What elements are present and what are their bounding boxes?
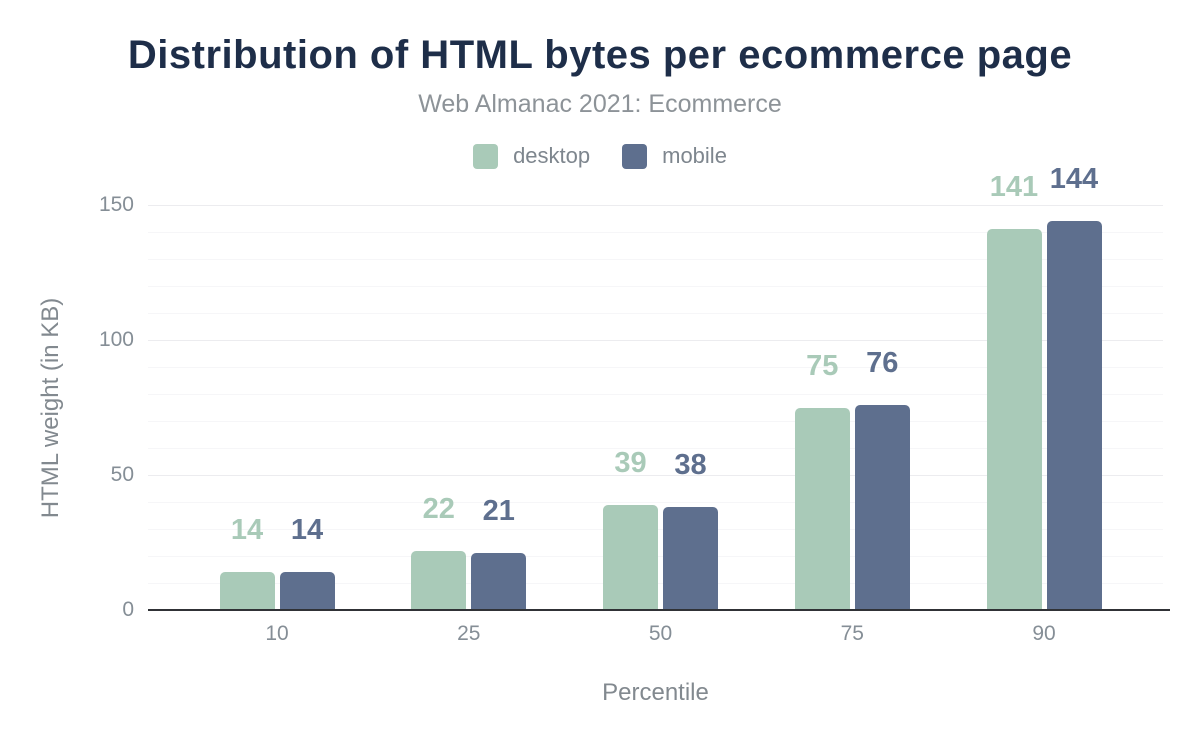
gridline-130 — [148, 259, 1163, 260]
bar-value-label-mobile-p50: 38 — [674, 449, 707, 482]
y-tick-label-100: 100 — [98, 328, 134, 351]
gridline-110 — [148, 313, 1163, 314]
bar-value-label-desktop-p25: 22 — [422, 492, 455, 525]
bar-value-label-mobile-p75: 76 — [866, 346, 899, 379]
bar-desktop-p25 — [411, 550, 467, 610]
x-axis-line — [148, 609, 1170, 611]
gridline-90 — [148, 367, 1163, 368]
x-tick-label-90: 90 — [1032, 622, 1056, 645]
legend-label-desktop: desktop — [513, 143, 591, 168]
x-tick-label-25: 25 — [457, 622, 481, 645]
bar-value-label-mobile-p90: 144 — [1049, 163, 1099, 196]
gridline-140 — [148, 232, 1163, 233]
gridline-150 — [148, 205, 1163, 206]
gridline-60 — [148, 448, 1163, 449]
legend-swatch-mobile — [622, 143, 648, 169]
legend: desktop mobile — [0, 143, 1200, 169]
legend-item-mobile: mobile — [622, 143, 727, 169]
bar-desktop-p75 — [794, 407, 850, 610]
gridline-120 — [148, 286, 1163, 287]
bar-desktop-p90 — [986, 229, 1042, 610]
bar-value-label-mobile-p25: 21 — [482, 495, 515, 528]
chart-title: Distribution of HTML bytes per ecommerce… — [127, 33, 1073, 77]
bar-mobile-p50 — [663, 507, 718, 610]
gridline-50 — [148, 475, 1163, 476]
x-tick-label-50: 50 — [648, 622, 673, 645]
gridline-70 — [148, 421, 1163, 422]
bar-desktop-p10 — [219, 572, 275, 610]
bar-mobile-p75 — [854, 404, 910, 610]
legend-item-desktop: desktop — [473, 143, 590, 169]
bar-value-label-mobile-p10: 14 — [290, 514, 324, 547]
gridline-100 — [148, 340, 1163, 341]
chart-subtitle: Web Almanac 2021: Ecommerce — [418, 90, 782, 118]
bar-mobile-p90 — [1046, 221, 1102, 610]
gridline-80 — [148, 394, 1163, 395]
bar-value-label-desktop-p75: 75 — [806, 349, 839, 382]
x-tick-label-75: 75 — [840, 622, 864, 645]
x-tick-label-10: 10 — [265, 622, 289, 645]
legend-label-mobile: mobile — [662, 143, 727, 168]
bar-mobile-p10 — [279, 572, 335, 610]
bar-value-label-desktop-p10: 14 — [230, 514, 264, 547]
bar-desktop-p50 — [603, 504, 658, 610]
bar-mobile-p25 — [471, 553, 527, 610]
y-tick-label-150: 150 — [98, 193, 134, 216]
x-axis-title: Percentile — [602, 679, 709, 706]
y-tick-label-50: 50 — [110, 463, 134, 486]
plot-area: 14 14 22 21 39 38 75 76 141 144 — [148, 164, 1163, 610]
legend-swatch-desktop — [473, 143, 499, 169]
bar-value-label-desktop-p50: 39 — [614, 446, 647, 479]
bar-value-label-desktop-p90: 141 — [989, 171, 1039, 204]
y-tick-label-0: 0 — [122, 598, 134, 621]
gridline-40 — [148, 502, 1163, 503]
